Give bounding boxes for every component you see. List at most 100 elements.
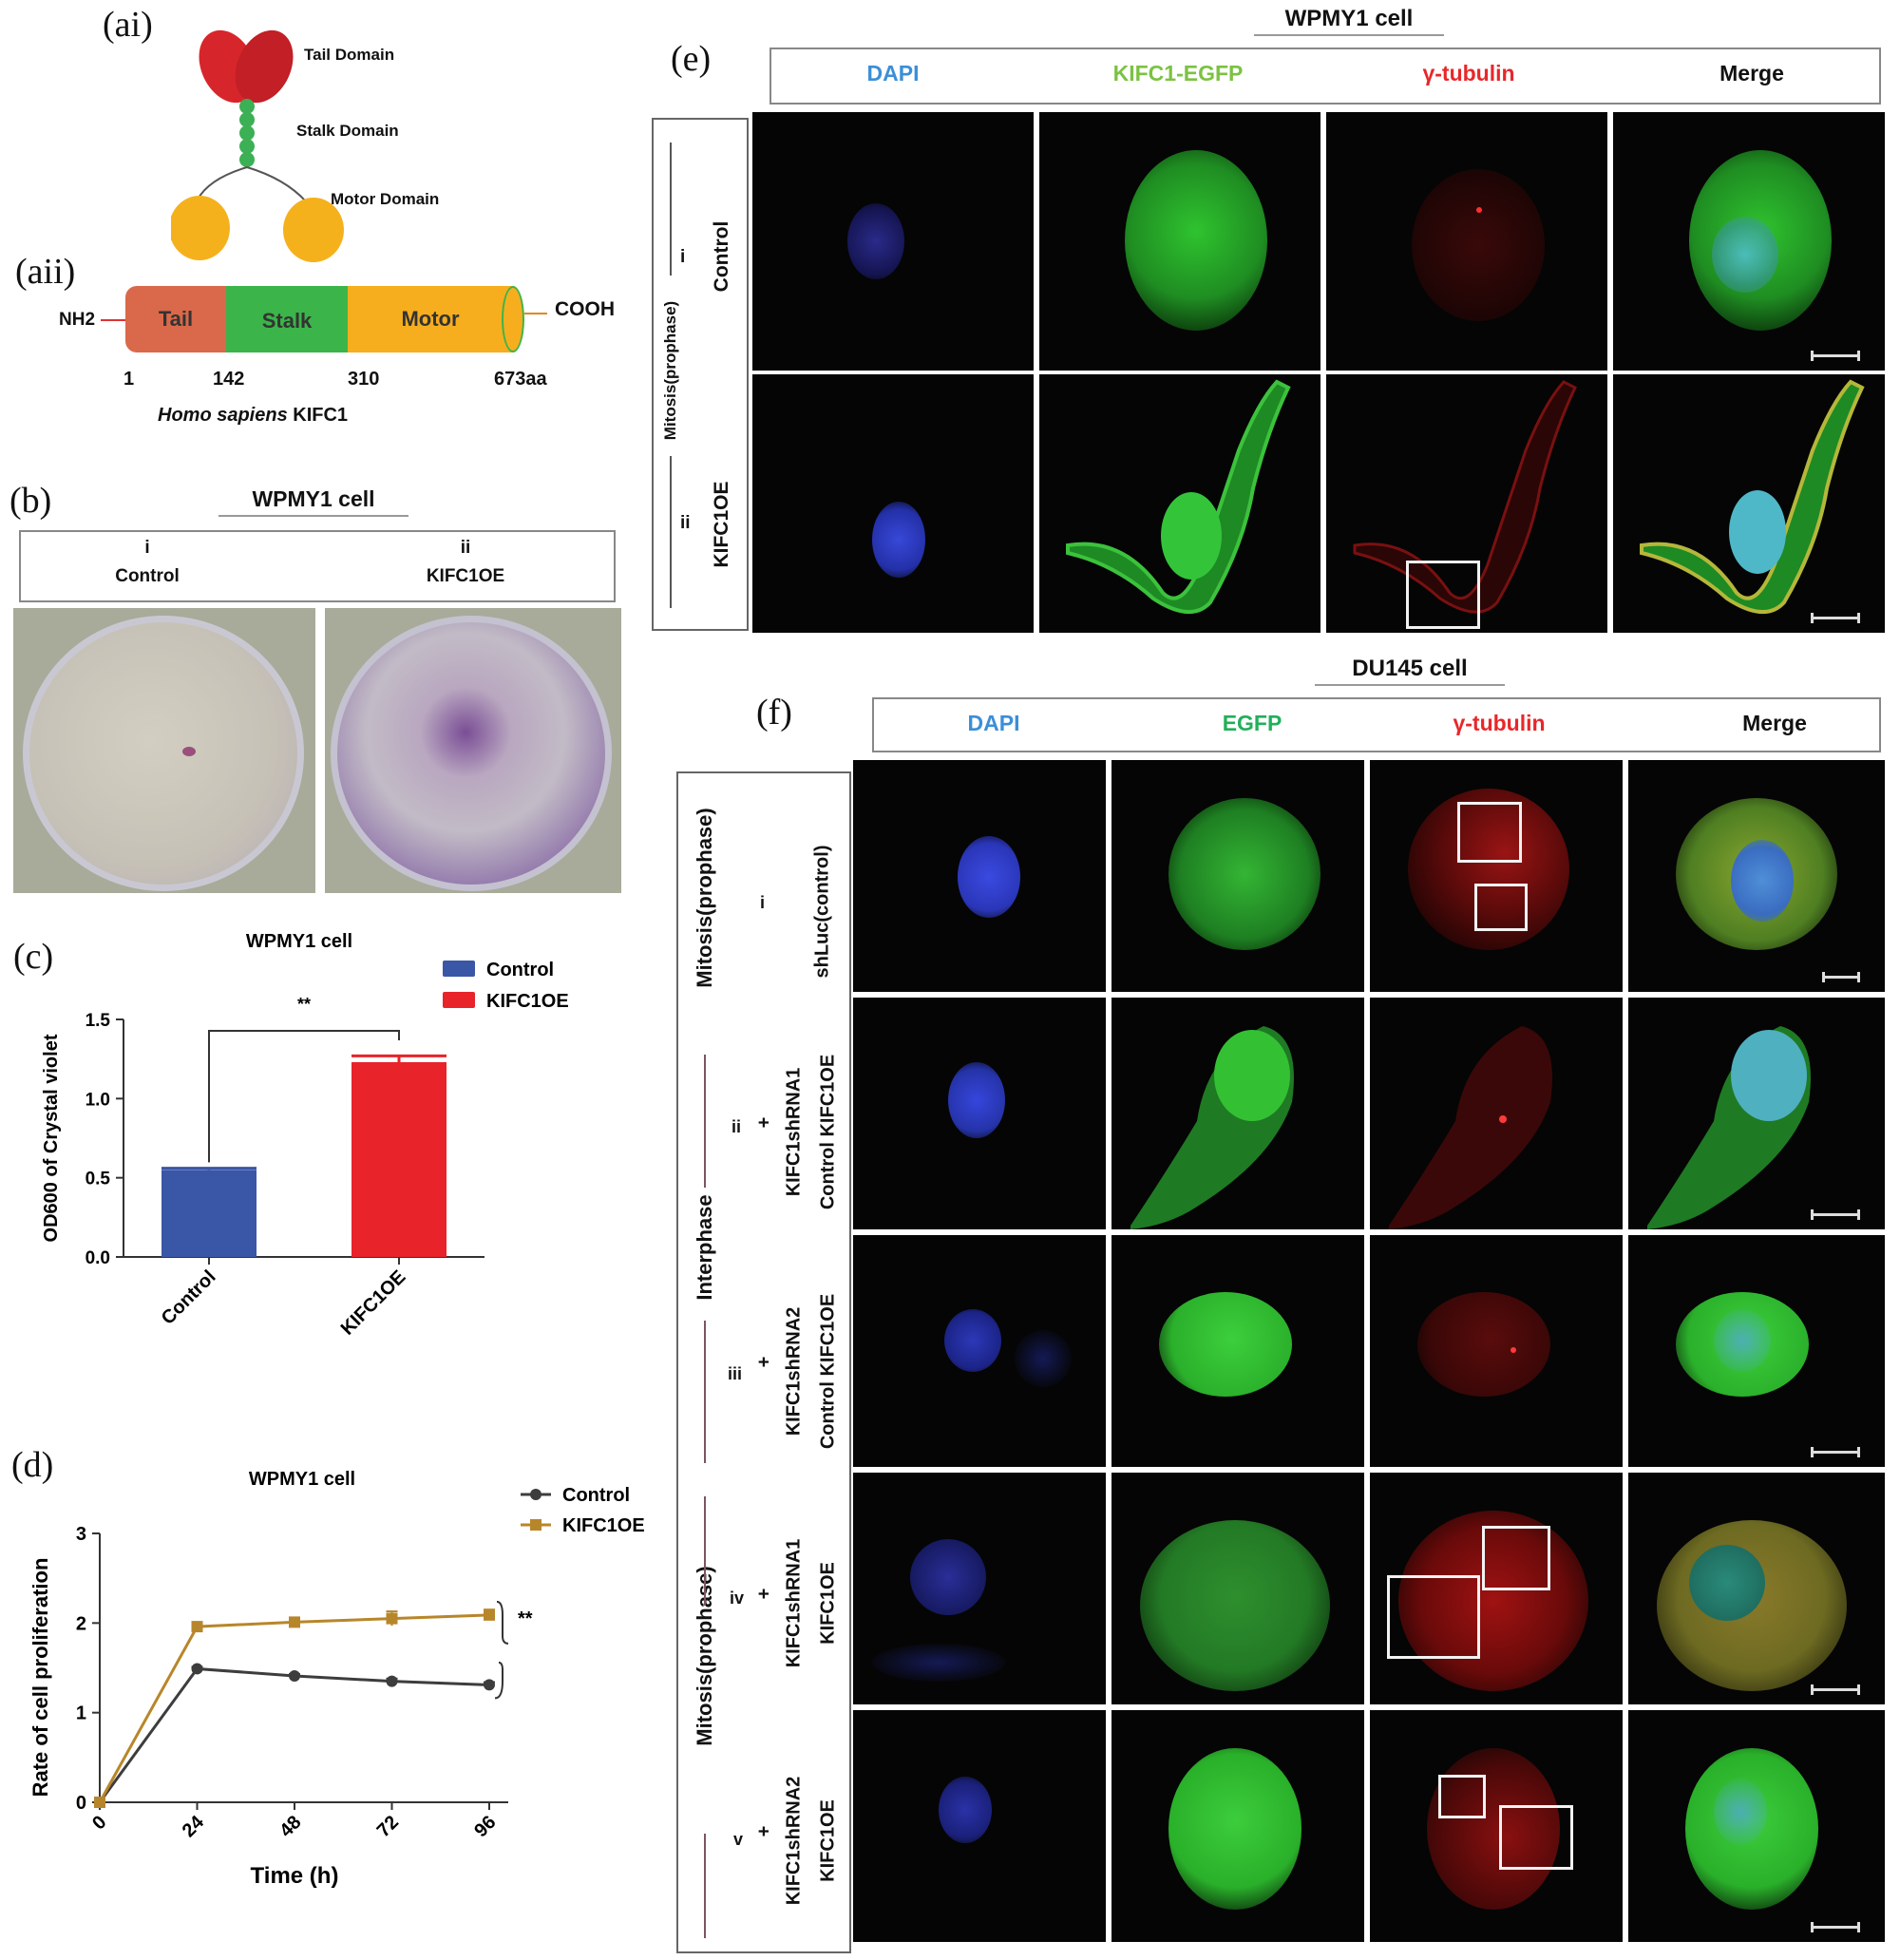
f-sh1-oe-egfp xyxy=(1112,1473,1364,1704)
f-sh1-oe-merge xyxy=(1628,1473,1885,1704)
mitosis-bracket-bottom xyxy=(704,1834,706,1938)
panel-b-col2-label: KIFC1OE xyxy=(426,566,505,586)
stain-spot xyxy=(182,747,196,756)
panel-e-col-gtubulin: γ-tubulin xyxy=(1422,61,1515,86)
f-sh2-oe-gtubulin xyxy=(1370,1710,1623,1942)
scale-bar xyxy=(1811,1209,1860,1220)
f-zoom-box xyxy=(1482,1526,1550,1590)
f-sh2-oe-dapi xyxy=(853,1710,1106,1942)
panel-e-col-egfp: KIFC1-EGFP xyxy=(1112,61,1244,86)
motor-segment-label: Motor xyxy=(401,307,460,331)
panel-label-d: (d) xyxy=(11,1445,54,1485)
tail-domain-label: Tail Domain xyxy=(304,46,395,64)
y-tick-label: 1 xyxy=(76,1703,86,1724)
position-1: 1 xyxy=(124,369,135,390)
panel-e-row-label-box xyxy=(652,118,749,631)
legend-marker xyxy=(530,1519,542,1531)
scale-bar xyxy=(1811,1447,1860,1457)
stalk-segment-label: Stalk xyxy=(261,309,313,333)
panel-e-col-dapi: DAPI xyxy=(866,61,920,86)
x-tick-label: 24 xyxy=(179,1811,209,1841)
data-point xyxy=(191,1663,203,1675)
bar-end-cap xyxy=(502,286,524,352)
panel-b-col2-num: ii xyxy=(460,538,471,558)
scale-bar xyxy=(1822,972,1860,982)
panel-f-row4-line2: + xyxy=(753,1588,775,1600)
panel-f-title: DU145 cell xyxy=(1352,656,1468,681)
f-sh2-ctrl-gtubulin xyxy=(1370,1235,1623,1467)
panel-e-row1-label: Control xyxy=(711,220,732,293)
x-tick-label: 96 xyxy=(470,1812,500,1841)
panel-f-row2-line2: + xyxy=(753,1116,775,1129)
group-bracket-top xyxy=(670,143,672,276)
panel-f-group-1: Mitosis(prophase) xyxy=(693,808,716,988)
chart-title: WPMY1 cell xyxy=(246,931,352,952)
f-shluc-dapi xyxy=(853,760,1106,992)
tail-lobe-right xyxy=(235,29,294,104)
scale-bar xyxy=(1811,1922,1860,1932)
legend-swatch xyxy=(443,992,475,1008)
f-shluc-gtubulin xyxy=(1370,760,1623,992)
panel-f-title-underline xyxy=(1315,684,1505,686)
stalk-beads xyxy=(239,99,255,167)
well-control xyxy=(23,616,304,891)
stalk-segment xyxy=(226,286,348,352)
tail-segment-label: Tail xyxy=(158,307,194,331)
panel-f-row2-line3: Control KIFC1OE xyxy=(817,1054,839,1210)
nh2-label: NH2 xyxy=(59,310,96,330)
x-tick-label: 0 xyxy=(88,1812,110,1834)
panel-e-header xyxy=(770,48,1881,105)
panel-f-col-dapi: DAPI xyxy=(967,711,1020,735)
interphase-bracket-bottom xyxy=(704,1321,706,1463)
panel-f-row1-num: i xyxy=(760,893,766,912)
e-control-egfp xyxy=(1039,112,1320,371)
significance-bracket-top xyxy=(496,1600,509,1645)
panel-f-row3-line1: KIFC1shRNA2 xyxy=(783,1306,805,1437)
panel-f-row5-line3: KIFC1OE xyxy=(817,1799,839,1882)
y-tick-label: 3 xyxy=(76,1524,86,1545)
panel-f-row3-num: iii xyxy=(728,1364,743,1383)
tail-segment xyxy=(125,286,226,352)
species-gene-caption: Homo sapiens KIFC1 xyxy=(158,405,348,427)
panel-label-b: (b) xyxy=(10,481,52,521)
f-shluc-egfp xyxy=(1112,760,1364,992)
neck-lines xyxy=(197,166,307,202)
panel-e-title: WPMY1 cell xyxy=(1284,6,1414,31)
panel-f-row3-line2: + xyxy=(753,1356,775,1368)
e-control-merge xyxy=(1613,112,1885,371)
proliferation-line-chart: WPMY1 cell 0 1 2 3 0 24 48 72 96 Time (h) Rate of c… xyxy=(28,1469,645,1889)
f-sh1-oe-dapi xyxy=(853,1473,1106,1704)
group-bracket-bottom xyxy=(670,456,672,608)
e-kifc1oe-gtubulin xyxy=(1326,374,1607,633)
panel-e-title-underline xyxy=(1254,34,1444,36)
f-sh2-ctrl-egfp xyxy=(1112,1235,1364,1467)
f-sh2-ctrl-dapi xyxy=(853,1235,1106,1467)
panel-f-row5-line1: KIFC1shRNA2 xyxy=(783,1776,805,1906)
f-sh2-oe-merge xyxy=(1628,1710,1885,1942)
e-kifc1oe-egfp xyxy=(1039,374,1320,633)
x-axis-label: Time (h) xyxy=(251,1863,339,1889)
scale-bar xyxy=(1811,1684,1860,1695)
bar-kifc1oe xyxy=(352,1062,446,1257)
panel-f-row4-line1: KIFC1shRNA1 xyxy=(783,1538,805,1668)
data-point xyxy=(386,1675,398,1687)
data-point xyxy=(289,1669,300,1682)
position-142: 142 xyxy=(213,369,245,390)
f-sh1-ctrl-dapi xyxy=(853,998,1106,1229)
legend-marker xyxy=(530,1489,542,1500)
panel-f-row1-line1: shLuc(control) xyxy=(811,845,833,979)
panel-b-col1-label: Control xyxy=(115,566,180,586)
x-tick-label: KIFC1OE xyxy=(337,1266,410,1340)
panel-f-row2-num: ii xyxy=(732,1117,742,1136)
panel-label-ai: (ai) xyxy=(103,5,153,45)
f-zoom-box xyxy=(1457,802,1522,863)
position-673: 673aa xyxy=(494,369,547,390)
cooh-line xyxy=(524,313,547,314)
panel-f-col-merge: Merge xyxy=(1742,711,1807,735)
y-tick-label: 0.0 xyxy=(86,1248,110,1268)
panel-f-row4-num: iv xyxy=(730,1589,745,1608)
colony-photo-kifc1oe xyxy=(325,608,621,893)
panel-e-row2-num: ii xyxy=(680,513,691,533)
legend-label: KIFC1OE xyxy=(562,1515,645,1536)
motor-head-right xyxy=(283,198,344,262)
